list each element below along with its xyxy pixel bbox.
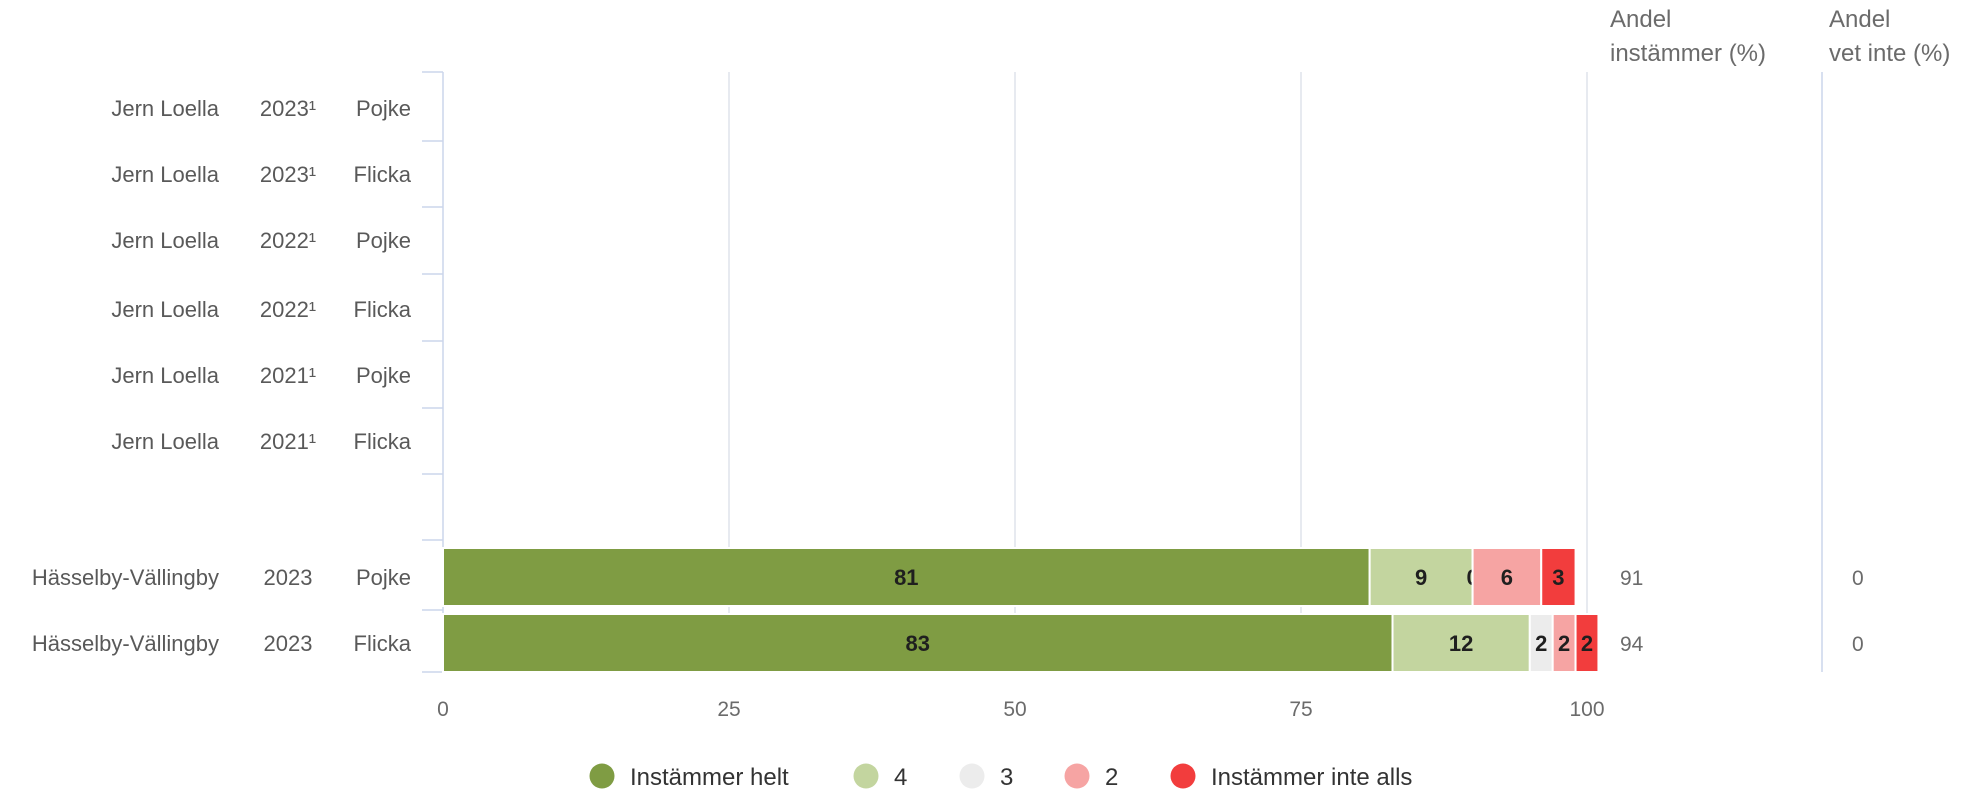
legend-label: 3 — [1000, 764, 1013, 791]
row-label-year: 2021¹ — [260, 363, 316, 388]
x-tick-label: 100 — [1569, 698, 1604, 721]
x-tick-label: 50 — [1003, 698, 1026, 721]
bar-segment — [1368, 547, 1474, 607]
row-label-area: Hässelby-Vällingby — [32, 565, 219, 590]
legend-marker — [959, 763, 985, 789]
row-label-gender: Pojke — [356, 228, 411, 253]
legend-label: 4 — [894, 764, 907, 791]
row-labels: Jern Loella 2023¹ Pojke Jern Loella 2023¹ Fli… — [32, 96, 412, 656]
andel-vet-inte-value: 0 — [1852, 633, 1864, 656]
bar-segment — [1471, 547, 1543, 607]
row-label-year: 2023¹ — [260, 162, 316, 187]
row-label-area: Jern Loella — [111, 96, 219, 121]
row-label-area: Jern Loella — [111, 429, 219, 454]
row-label-gender: Pojke — [356, 363, 411, 388]
x-tick-label: 0 — [437, 698, 449, 721]
bar-segment-label: 2 — [1581, 631, 1593, 656]
andel-vet-inte-value: 0 — [1852, 567, 1864, 590]
row-label-year: 2022¹ — [260, 297, 316, 322]
legend-marker — [1064, 763, 1090, 789]
agree-header-line1: Andel — [1610, 6, 1671, 33]
x-tick-label: 75 — [1289, 698, 1312, 721]
x-tick-label: 25 — [717, 698, 740, 721]
bar-segment-label: 9 — [1415, 565, 1427, 590]
andel-instammer-value: 94 — [1620, 633, 1644, 656]
legend-label: 2 — [1105, 764, 1118, 791]
row-label-gender: Flicka — [354, 429, 412, 454]
column-headers: Andel instämmer (%) Andel vet inte (%) — [1610, 6, 1950, 67]
row-label-year: 2023 — [264, 631, 313, 656]
legend-marker — [589, 763, 615, 789]
legend-marker — [853, 763, 879, 789]
row-label-area: Hässelby-Vällingby — [32, 631, 219, 656]
dontknow-header-line2: vet inte (%) — [1829, 40, 1950, 67]
bar-segment — [1540, 547, 1577, 607]
legend-label: Instämmer helt — [630, 764, 789, 791]
x-axis-ticks: 0 25 50 75 100 — [437, 698, 1604, 721]
legend-marker — [1170, 763, 1196, 789]
row-label-area: Jern Loella — [111, 162, 219, 187]
bar-segment — [442, 547, 1371, 607]
row-label-gender: Flicka — [354, 297, 412, 322]
row-label-year: 2023¹ — [260, 96, 316, 121]
legend: Instämmer helt 4 3 2 Instämmer inte alls — [589, 763, 1412, 791]
row-label-year: 2022¹ — [260, 228, 316, 253]
bar-segment-label: 12 — [1449, 631, 1473, 656]
dontknow-header-line1: Andel — [1829, 6, 1890, 33]
row-label-area: Jern Loella — [111, 363, 219, 388]
bar-segment-label: 81 — [894, 565, 918, 590]
row-label-gender: Flicka — [354, 162, 412, 187]
andel-instammer-value: 91 — [1620, 567, 1643, 590]
row-label-year: 2023 — [264, 565, 313, 590]
bar-segment-label: 2 — [1535, 631, 1547, 656]
bar-segment — [1391, 613, 1531, 673]
bar-segment-label: 3 — [1552, 565, 1564, 590]
legend-label: Instämmer inte alls — [1211, 764, 1412, 791]
row-label-area: Jern Loella — [111, 297, 219, 322]
agree-header-line2: instämmer (%) — [1610, 40, 1766, 67]
percentage-columns: 91 0 94 0 — [1620, 567, 1864, 656]
bar-segment-label: 83 — [906, 631, 930, 656]
row-label-gender: Pojke — [356, 565, 411, 590]
row-label-gender: Flicka — [354, 631, 412, 656]
bar-segment-label: 2 — [1558, 631, 1570, 656]
bar-segment-label: 6 — [1501, 565, 1513, 590]
bars: 8190638312222 — [442, 547, 1600, 673]
row-label-area: Jern Loella — [111, 228, 219, 253]
bar-segment — [1574, 613, 1600, 673]
row-label-year: 2021¹ — [260, 429, 316, 454]
bar-segment — [442, 613, 1394, 673]
row-label-gender: Pojke — [356, 96, 411, 121]
